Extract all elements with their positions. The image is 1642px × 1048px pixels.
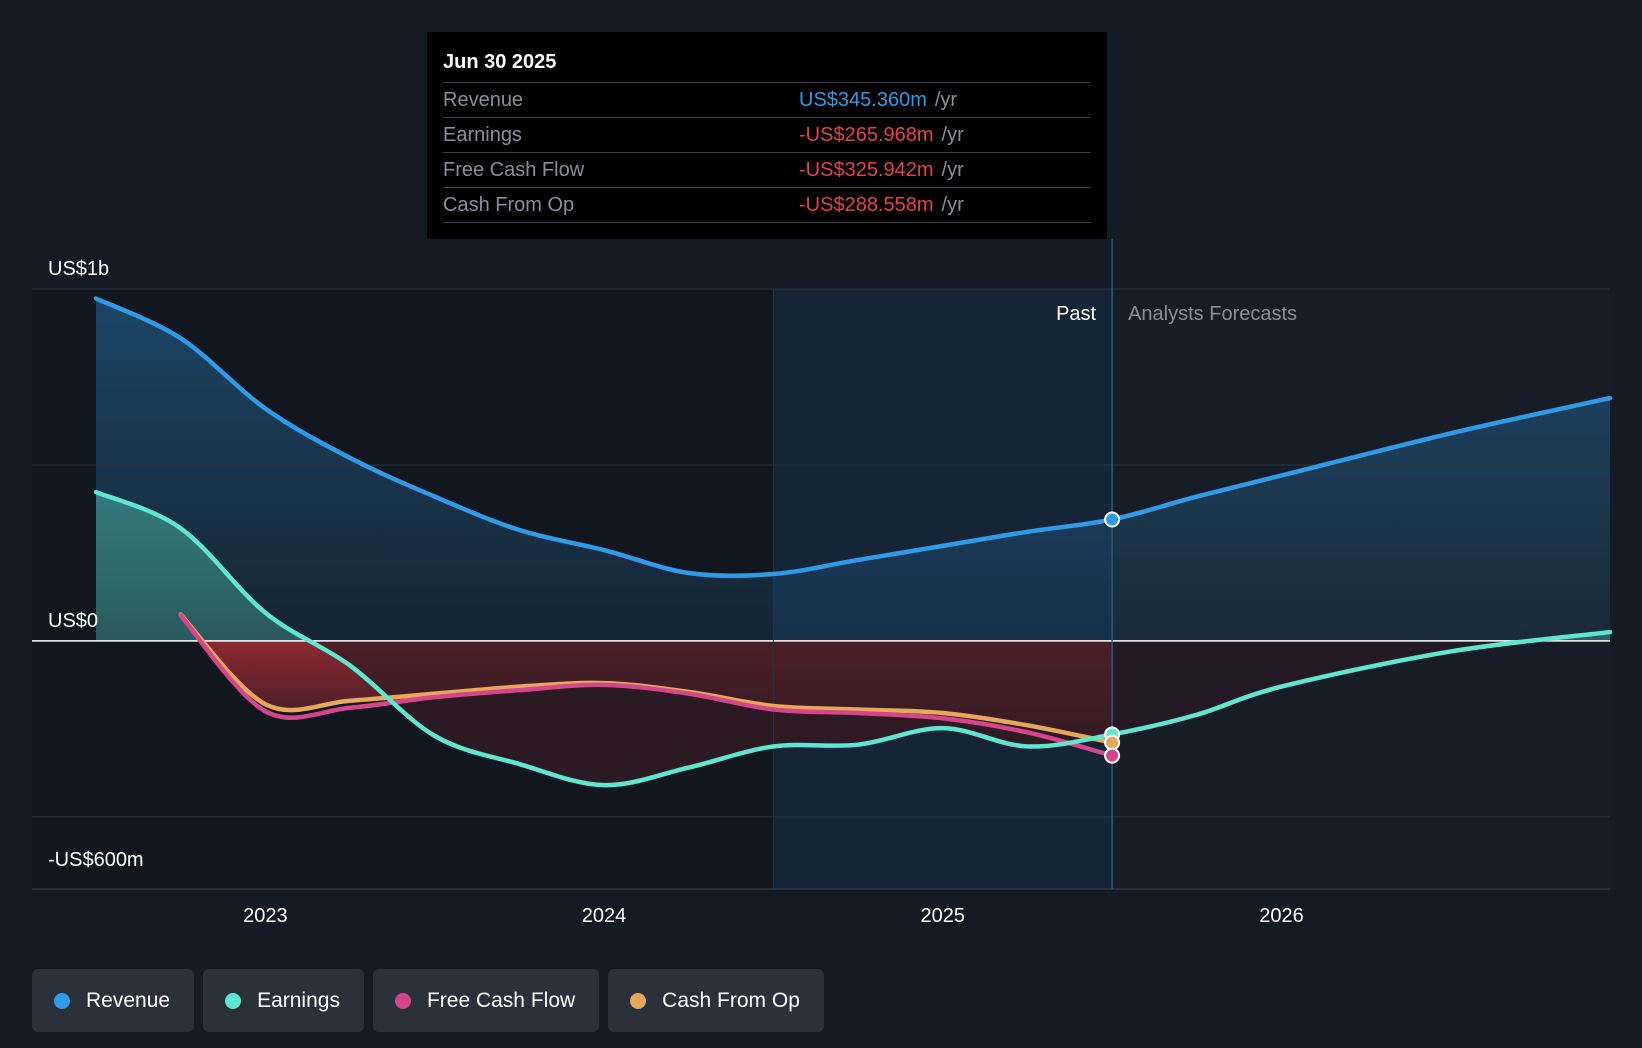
- tooltip-unit: /yr: [941, 158, 964, 181]
- series-line-free-cash-flow: [178, 613, 1115, 758]
- y-axis-label: US$0: [48, 610, 98, 632]
- series-line-revenue: [93, 296, 1613, 579]
- tooltip-label: Free Cash Flow: [443, 158, 585, 181]
- past-label: Past: [1056, 303, 1096, 325]
- y-axis-label: US$1b: [48, 258, 109, 280]
- tooltip-value: -US$325.942m: [799, 158, 934, 181]
- legend-item-earnings[interactable]: Earnings: [203, 969, 364, 1032]
- tooltip-unit: /yr: [934, 88, 958, 111]
- tooltip-row-free-cash-flow: Free Cash Flow -US$325.942m /yr: [443, 152, 1091, 187]
- x-tick-label: 2023: [243, 905, 288, 927]
- tooltip-value: -US$288.558m: [799, 193, 934, 216]
- legend-label: Earnings: [257, 988, 340, 1012]
- highlight-point-cash-from-op: [1104, 734, 1121, 751]
- tooltip-label: Cash From Op: [443, 193, 575, 216]
- legend-label: Revenue: [86, 988, 171, 1012]
- highlight-point-free-cash-flow: [1104, 747, 1121, 764]
- tooltip-unit: /yr: [941, 193, 964, 216]
- tooltip-row-earnings: Earnings -US$265.968m /yr: [443, 117, 1091, 152]
- x-tick-label: 2026: [1259, 905, 1304, 927]
- tooltip-value: US$345.360m: [799, 88, 927, 111]
- tooltip-unit: /yr: [941, 123, 964, 146]
- highlight-point-revenue: [1104, 511, 1121, 528]
- legend: Revenue Earnings Free Cash Flow Cash Fro…: [32, 969, 824, 1032]
- legend-dot-icon: [394, 992, 411, 1009]
- earnings-positive-area: [96, 492, 1610, 641]
- y-axis-label: -US$600m: [48, 849, 144, 871]
- tooltip: Jun 30 2025 Revenue US$345.360m /yr Earn…: [427, 32, 1107, 239]
- tooltip-date: Jun 30 2025: [443, 51, 557, 73]
- tooltip-value: -US$265.968m: [799, 123, 934, 146]
- legend-label: Free Cash Flow: [426, 988, 576, 1012]
- legend-label: Cash From Op: [662, 988, 800, 1012]
- x-tick-label: 2025: [921, 905, 966, 927]
- tooltip-label: Earnings: [443, 123, 522, 146]
- legend-item-free-cash-flow[interactable]: Free Cash Flow: [372, 969, 600, 1032]
- tooltip-label: Revenue: [443, 88, 524, 111]
- forecast-label: Analysts Forecasts: [1128, 303, 1297, 325]
- legend-dot-icon: [54, 992, 70, 1009]
- legend-item-revenue[interactable]: Revenue: [32, 969, 195, 1032]
- legend-dot-icon: [225, 992, 242, 1009]
- tooltip-row-revenue: Revenue US$345.360m /yr: [443, 82, 1091, 117]
- x-tick-label: 2024: [582, 905, 627, 927]
- legend-item-cash-from-op[interactable]: Cash From Op: [608, 969, 824, 1032]
- legend-dot-icon: [630, 992, 647, 1009]
- series-line-earnings: [93, 489, 1613, 788]
- revenue-area: [96, 298, 1610, 641]
- tooltip-row-cash-from-op: Cash From Op -US$288.558m /yr: [443, 187, 1091, 223]
